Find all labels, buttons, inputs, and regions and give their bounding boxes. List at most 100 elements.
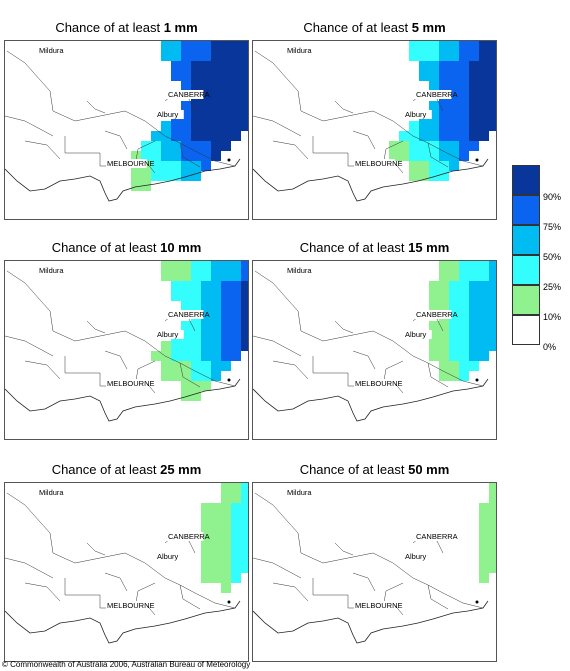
rainfall-probability-cell <box>191 291 201 301</box>
rainfall-probability-cell <box>449 351 459 361</box>
rainfall-probability-cell <box>191 361 201 371</box>
rainfall-probability-cell <box>201 513 211 523</box>
rainfall-probability-cell <box>201 101 211 111</box>
rainfall-probability-cell <box>439 141 449 151</box>
rainfall-probability-cell <box>241 71 248 81</box>
rainfall-probability-cell <box>181 71 191 81</box>
rainfall-probability-cell <box>221 553 231 563</box>
rainfall-probability-cell <box>469 341 479 351</box>
rainfall-probability-cell <box>241 331 248 341</box>
panel-title-prefix: Chance of at least <box>55 20 164 35</box>
rainfall-probability-cell <box>419 151 429 161</box>
rainfall-probability-cell <box>449 91 459 101</box>
rainfall-probability-cell <box>479 523 489 533</box>
rainfall-probability-cell <box>479 131 489 141</box>
rainfall-probability-cell <box>221 281 231 291</box>
rainfall-probability-cell <box>241 563 248 573</box>
rainfall-probability-cell <box>161 261 171 271</box>
rainfall-probability-cell <box>211 51 221 61</box>
rainfall-probability-cell <box>201 543 211 553</box>
probability-map: Mildura CANBERRA Albury MELBOURNE <box>4 260 249 440</box>
rainfall-probability-cell <box>459 311 469 321</box>
rainfall-probability-cell <box>221 271 231 281</box>
rainfall-probability-cell <box>241 513 248 523</box>
rainfall-probability-cell <box>241 311 248 321</box>
panel-title: Chance of at least 25 mm <box>4 462 249 482</box>
rainfall-probability-cell <box>161 341 171 351</box>
rainfall-probability-cell <box>459 291 469 301</box>
rainfall-probability-cell <box>181 381 191 391</box>
rainfall-probability-cell <box>201 341 211 351</box>
rainfall-probability-cell <box>449 281 459 291</box>
rainfall-probability-cell <box>419 51 429 61</box>
rainfall-probability-cell <box>409 171 419 181</box>
rainfall-probability-cell <box>241 101 248 111</box>
rainfall-probability-cell <box>241 301 248 311</box>
rainfall-probability-cell <box>161 131 171 141</box>
rainfall-probability-cell <box>221 543 231 553</box>
rainfall-probability-cell <box>191 121 201 131</box>
map-canvas: Mildura CANBERRA Albury MELBOURNE <box>5 41 248 202</box>
rainfall-probability-cell <box>161 371 171 381</box>
rainfall-probability-cell <box>489 331 496 341</box>
label-albury: Albury <box>405 330 427 339</box>
location-marker <box>227 600 231 604</box>
coastline <box>5 158 241 202</box>
rainfall-probability-cell <box>191 101 201 111</box>
rainfall-probability-cell <box>469 321 479 331</box>
rainfall-probability-cell <box>211 321 221 331</box>
rainfall-probability-cell <box>429 281 439 291</box>
rainfall-probability-cell <box>211 81 221 91</box>
rainfall-probability-cell <box>191 151 201 161</box>
rainfall-probability-cell <box>171 51 181 61</box>
district-boundary <box>6 50 54 112</box>
rainfall-probability-cell <box>151 171 161 181</box>
panel-title: Chance of at least 15 mm <box>252 240 497 260</box>
rainfall-probability-cell <box>459 301 469 311</box>
legend-label-50: 50% <box>543 252 562 262</box>
rainfall-probability-cell <box>181 121 191 131</box>
rainfall-probability-cell <box>231 503 241 513</box>
rainfall-probability-cell <box>201 503 211 513</box>
rainfall-probability-cell <box>409 51 419 61</box>
rainfall-probability-cell <box>201 563 211 573</box>
rainfall-probability-cell <box>429 71 439 81</box>
rainfall-probability-cell <box>479 301 489 311</box>
rainfall-probability-cell <box>171 121 181 131</box>
rainfall-probability-cell <box>201 331 211 341</box>
rainfall-probability-cell <box>231 563 241 573</box>
rainfall-probability-cell <box>161 171 171 181</box>
rainfall-probability-cell <box>489 503 496 513</box>
label-melbourne: MELBOURNE <box>355 159 403 168</box>
rainfall-probability-cell <box>231 271 241 281</box>
location-marker <box>227 158 231 162</box>
rainfall-probability-cell <box>241 111 248 121</box>
label-canberra: CANBERRA <box>416 310 458 319</box>
label-background <box>38 266 71 275</box>
coastline <box>253 158 489 202</box>
rainfall-probability-cell <box>419 71 429 81</box>
rainfall-probability-cell <box>479 311 489 321</box>
district-boundary <box>5 335 54 357</box>
rainfall-probability-cell <box>479 553 489 563</box>
rainfall-probability-cell <box>489 101 496 111</box>
rainfall-probability-cell <box>489 321 496 331</box>
rainfall-probability-cell <box>449 161 459 171</box>
rainfall-probability-cell <box>201 311 211 321</box>
map-canvas: Mildura CANBERRA Albury MELBOURNE <box>5 261 248 422</box>
district-boundary <box>254 492 302 554</box>
legend-swatch-90 <box>512 165 540 195</box>
rainfall-probability-cell <box>171 351 181 361</box>
rainfall-probability-cell <box>489 513 496 523</box>
district-boundary <box>52 110 236 167</box>
rainfall-probability-cell <box>221 301 231 311</box>
rainfall-probability-cell <box>459 121 469 131</box>
rainfall-probability-cell <box>131 181 141 191</box>
district-boundary <box>334 542 354 556</box>
rainfall-probability-cell <box>221 523 231 533</box>
rainfall-probability-cell <box>211 141 221 151</box>
rainfall-probability-cell <box>479 341 489 351</box>
rainfall-probability-cell <box>449 321 459 331</box>
rainfall-probability-cell <box>459 351 469 361</box>
rainfall-probability-cell <box>241 261 248 271</box>
